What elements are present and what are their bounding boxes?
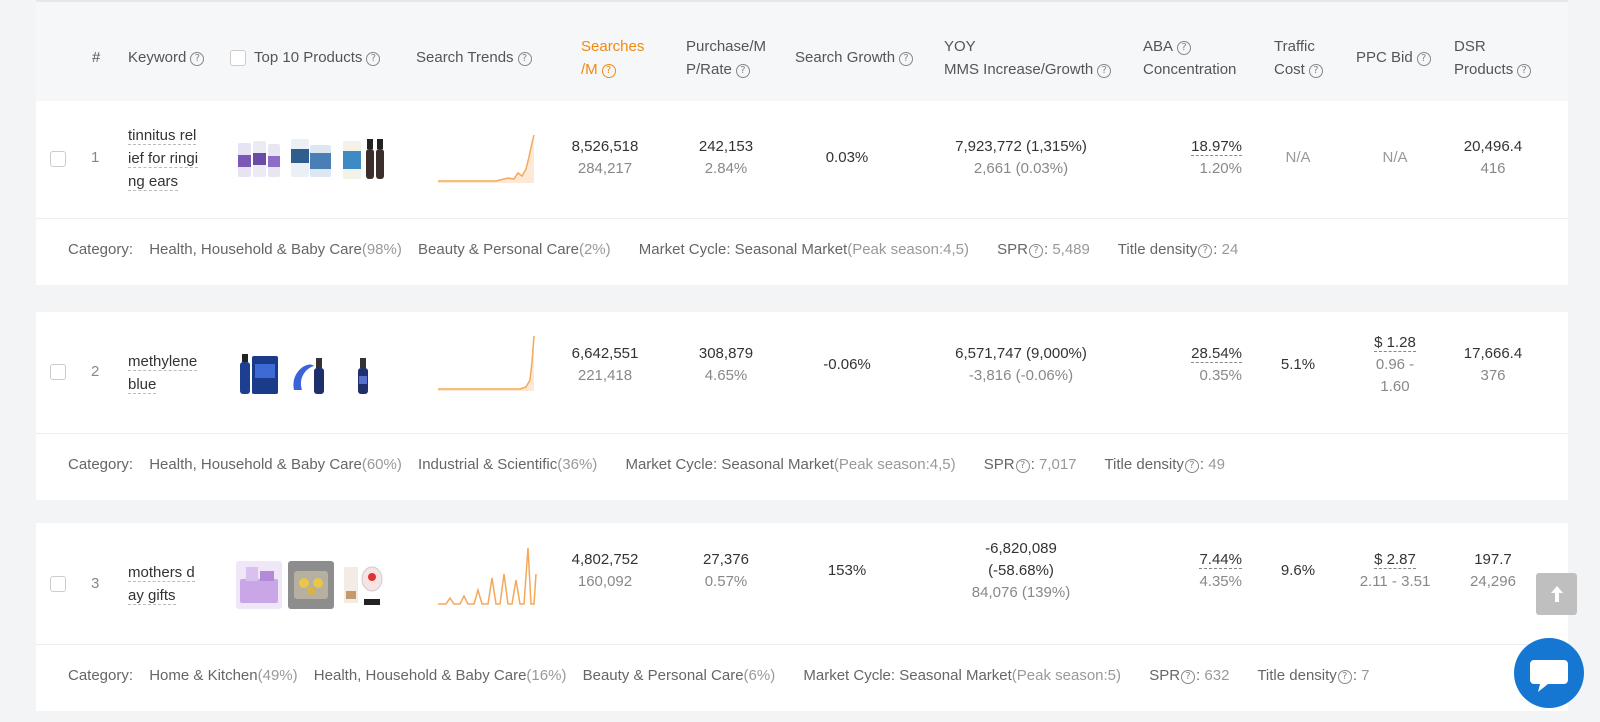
dsr-cell: 197.7 24,296: [1470, 551, 1516, 590]
product-thumbnail[interactable]: [340, 561, 386, 609]
help-icon[interactable]: ?: [366, 52, 381, 66]
top10-products: [236, 135, 386, 183]
help-icon[interactable]: ?: [1097, 64, 1112, 78]
purchase-cell: 242,153 2.84%: [698, 138, 754, 177]
purchase-cell: 308,879 4.65%: [698, 345, 754, 384]
search-trend-chart[interactable]: [436, 538, 540, 608]
aba-cell[interactable]: 7.44% 4.35%: [1199, 551, 1242, 590]
yoy-cell: 6,571,747 (9,000%) -3,816 (-0.06%): [955, 345, 1087, 384]
header-top10: Top 10 Products?: [254, 46, 381, 69]
category-info: Category: Health, Household & Baby Care(…: [68, 241, 1239, 258]
ppc-cell[interactable]: $ 2.87 2.11 - 3.51: [1359, 551, 1431, 590]
category-tag[interactable]: Health, Household & Baby Care(16%): [313, 667, 567, 684]
searches-cell: 4,802,752 160,092: [571, 551, 639, 590]
help-icon[interactable]: ?: [190, 52, 205, 66]
aba-cell[interactable]: 18.97% 1.20%: [1191, 138, 1242, 177]
keyword-link[interactable]: mothers d ay gifts: [128, 564, 195, 605]
product-thumbnail[interactable]: [236, 350, 282, 398]
table-row: 3 mothers d ay gifts 4,802,752 160,092 27…: [36, 523, 1568, 645]
dsr-cell: 17,666.4 376: [1463, 345, 1523, 384]
product-thumbnail[interactable]: [340, 135, 386, 183]
yoy-cell: -6,820,089 (-58.68%) 84,076 (139%): [971, 540, 1071, 601]
traffic-cell: N/A: [1285, 149, 1311, 166]
yoy-cell: 7,923,772 (1,315%) 2,661 (0.03%): [955, 138, 1087, 177]
help-icon[interactable]: ?: [899, 52, 914, 66]
top10-checkbox[interactable]: [230, 50, 246, 66]
header-index: #: [92, 49, 101, 66]
header-ppc-bid[interactable]: PPC Bid?: [1356, 46, 1431, 69]
row-checkbox[interactable]: [50, 364, 66, 380]
category-info: Category: Health, Household & Baby Care(…: [68, 456, 1225, 473]
category-tag[interactable]: Industrial & Scientific(36%): [418, 456, 598, 473]
product-thumbnail[interactable]: [288, 135, 334, 183]
scroll-to-top-button[interactable]: [1536, 573, 1577, 615]
help-icon[interactable]: ?: [517, 52, 532, 66]
purchase-cell: 27,376 0.57%: [703, 551, 749, 590]
chat-button[interactable]: [1514, 638, 1584, 708]
table-header: # Keyword? Top 10 Products? Search Trend…: [36, 0, 1568, 101]
ppc-cell[interactable]: $ 1.28 0.96 - 1.60: [1374, 334, 1416, 395]
product-thumbnail[interactable]: [236, 135, 282, 183]
category-tag[interactable]: Beauty & Personal Care(6%): [582, 667, 776, 684]
top10-products: [236, 561, 386, 609]
category-row: Category: Health, Household & Baby Care(…: [36, 434, 1568, 500]
row-index: 3: [91, 575, 100, 592]
category-tag[interactable]: Beauty & Personal Care(2%): [418, 241, 611, 258]
help-icon[interactable]: ?: [1416, 52, 1431, 66]
help-icon[interactable]: ?: [1028, 244, 1043, 258]
row-checkbox[interactable]: [50, 151, 66, 167]
chat-icon: [1530, 660, 1568, 692]
category-tag[interactable]: Health, Household & Baby Care(98%): [149, 241, 402, 258]
search-trend-chart[interactable]: [436, 334, 540, 394]
aba-cell[interactable]: 28.54% 0.35%: [1191, 345, 1242, 384]
product-thumbnail[interactable]: [288, 350, 334, 398]
category-row: Category: Health, Household & Baby Care(…: [36, 219, 1568, 285]
arrow-up-icon: [1550, 586, 1563, 602]
keyword-link[interactable]: tinnitus rel ief for ringi ng ears: [128, 127, 199, 191]
keyword-link[interactable]: methylene blue: [128, 353, 198, 394]
growth-cell: -0.06%: [823, 356, 871, 373]
header-search-growth[interactable]: Search Growth?: [795, 46, 914, 69]
help-icon[interactable]: ?: [1337, 670, 1352, 684]
traffic-cell: 9.6%: [1280, 562, 1316, 579]
top10-products: [236, 350, 386, 398]
traffic-cell: 5.1%: [1280, 356, 1316, 373]
category-tag[interactable]: Health, Household & Baby Care(60%): [149, 456, 402, 473]
product-thumbnail[interactable]: [236, 561, 282, 609]
category-tag[interactable]: Home & Kitchen(49%): [149, 667, 298, 684]
help-icon[interactable]: ?: [601, 64, 616, 78]
ppc-cell: N/A: [1382, 149, 1408, 166]
dsr-cell: 20,496.4 416: [1463, 138, 1523, 177]
help-icon[interactable]: ?: [1517, 64, 1532, 78]
header-yoy[interactable]: YOY MMS Increase/Growth?: [944, 35, 1112, 81]
help-icon[interactable]: ?: [1181, 670, 1196, 684]
category-info: Category: Home & Kitchen(49%) Health, Ho…: [68, 667, 1370, 684]
growth-cell: 153%: [827, 562, 867, 579]
product-thumbnail[interactable]: [288, 561, 334, 609]
help-icon[interactable]: ?: [1184, 459, 1199, 473]
product-thumbnail[interactable]: [340, 350, 386, 398]
help-icon[interactable]: ?: [1177, 41, 1192, 55]
header-purchase[interactable]: Purchase/M P/Rate?: [686, 38, 767, 78]
header-keyword[interactable]: Keyword?: [128, 46, 205, 69]
header-search-trends: Search Trends?: [416, 46, 532, 69]
category-row: Category: Home & Kitchen(49%) Health, Ho…: [36, 645, 1568, 711]
row-checkbox[interactable]: [50, 576, 66, 592]
searches-cell: 8,526,518 284,217: [571, 138, 639, 177]
table-row: 2 methylene blue 6,642,551 221,418 308,87…: [36, 312, 1568, 434]
searches-cell: 6,642,551 221,418: [571, 345, 639, 384]
row-index: 1: [91, 149, 100, 166]
growth-cell: 0.03%: [825, 149, 869, 166]
header-aba[interactable]: ABA? Concentration: [1143, 38, 1237, 78]
row-index: 2: [91, 363, 100, 380]
help-icon[interactable]: ?: [735, 64, 750, 78]
header-searches[interactable]: Searches/M?: [581, 38, 645, 78]
help-icon[interactable]: ?: [1015, 459, 1030, 473]
help-icon[interactable]: ?: [1198, 244, 1213, 258]
header-traffic-cost[interactable]: Traffic Cost?: [1274, 35, 1323, 81]
header-dsr[interactable]: DSR Products?: [1454, 35, 1532, 81]
search-trend-chart[interactable]: [436, 129, 540, 185]
help-icon[interactable]: ?: [1308, 64, 1323, 78]
table-row: 1 tinnitus rel ief for ringi ng ears 8,5…: [36, 101, 1568, 219]
